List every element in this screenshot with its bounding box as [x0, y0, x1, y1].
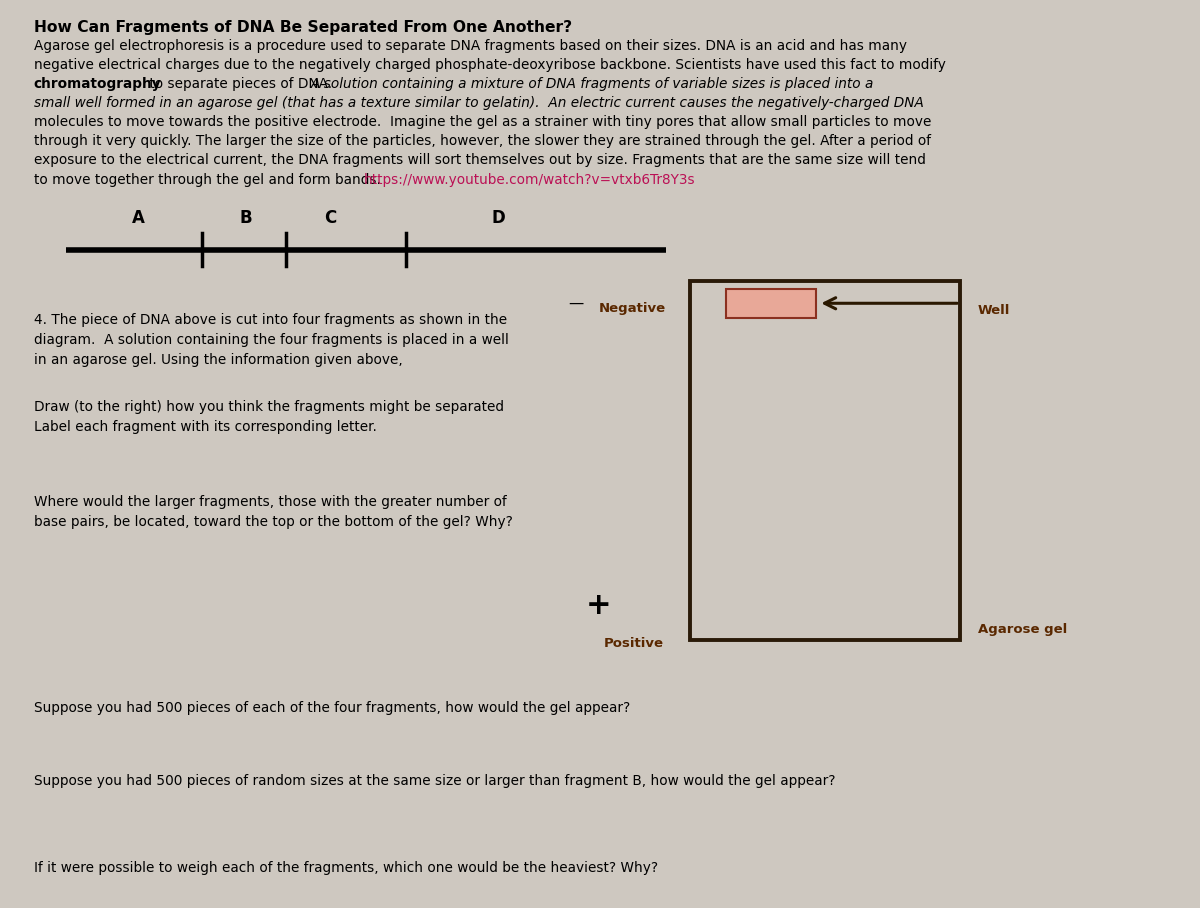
Bar [690, 281, 960, 640]
Text: A solution containing a mixture of DNA fragments of variable sizes is placed int: A solution containing a mixture of DNA f… [311, 77, 874, 91]
Text: negative electrical charges due to the negatively charged phosphate-deoxyribose : negative electrical charges due to the n… [34, 58, 946, 72]
Text: Negative: Negative [599, 302, 666, 315]
Text: Agarose gel electrophoresis is a procedure used to separate DNA fragments based : Agarose gel electrophoresis is a procedu… [34, 39, 907, 53]
Text: to move together through the gel and form bands.: to move together through the gel and for… [34, 173, 385, 186]
Text: If it were possible to weigh each of the fragments, which one would be the heavi: If it were possible to weigh each of the… [34, 861, 658, 874]
Text: small well formed in an agarose gel (that has a texture similar to gelatin).  An: small well formed in an agarose gel (tha… [34, 96, 924, 110]
Text: Where would the larger fragments, those with the greater number of
base pairs, b: Where would the larger fragments, those … [34, 495, 512, 528]
Text: through it very quickly. The larger the size of the particles, however, the slow: through it very quickly. The larger the … [34, 134, 931, 148]
Bar [726, 289, 816, 318]
Text: Well: Well [978, 304, 1010, 317]
Text: A: A [132, 209, 144, 227]
Text: exposure to the electrical current, the DNA fragments will sort themselves out b: exposure to the electrical current, the … [34, 153, 925, 167]
Text: molecules to move towards the positive electrode.  Imagine the gel as a strainer: molecules to move towards the positive e… [34, 115, 931, 129]
Text: —: — [569, 296, 583, 311]
Text: How Can Fragments of DNA Be Separated From One Another?: How Can Fragments of DNA Be Separated Fr… [34, 20, 571, 35]
Text: Draw (to the right) how you think the fragments might be separated
Label each fr: Draw (to the right) how you think the fr… [34, 400, 504, 433]
Text: chromatography: chromatography [34, 77, 161, 91]
Text: D: D [491, 209, 505, 227]
Text: to separate pieces of DNA.: to separate pieces of DNA. [145, 77, 337, 91]
Text: C: C [324, 209, 336, 227]
Text: Agarose gel: Agarose gel [978, 623, 1067, 636]
Text: Positive: Positive [604, 637, 664, 650]
Text: B: B [240, 209, 252, 227]
Text: Suppose you had 500 pieces of each of the four fragments, how would the gel appe: Suppose you had 500 pieces of each of th… [34, 701, 630, 715]
Text: 4. The piece of DNA above is cut into four fragments as shown in the
diagram.  A: 4. The piece of DNA above is cut into fo… [34, 313, 509, 368]
Text: Suppose you had 500 pieces of random sizes at the same size or larger than fragm: Suppose you had 500 pieces of random siz… [34, 774, 835, 787]
Text: https://www.youtube.com/watch?v=vtxb6Tr8Y3s: https://www.youtube.com/watch?v=vtxb6Tr8… [364, 173, 695, 186]
Text: +: + [586, 591, 612, 620]
